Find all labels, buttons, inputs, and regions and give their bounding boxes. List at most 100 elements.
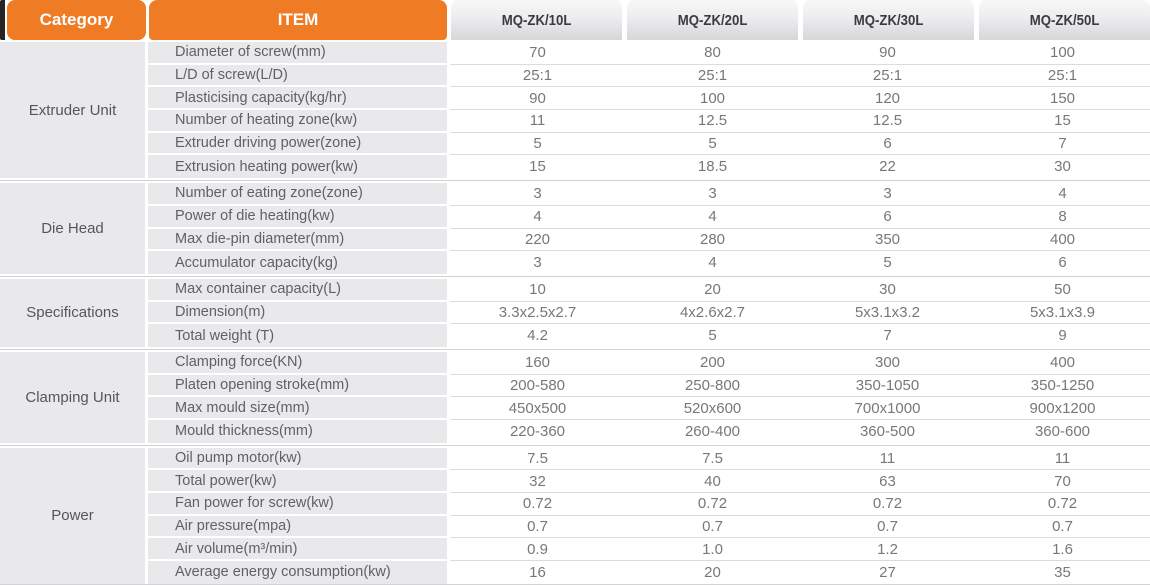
model-header-mq-zk-50l: MQ-ZK/50L (979, 0, 1150, 40)
value-cell: 90 (800, 42, 975, 65)
value-cell: 90 (450, 87, 625, 111)
value-cell: 20 (625, 561, 800, 584)
group-separator (0, 178, 1150, 183)
table-bottom-border (0, 583, 1150, 585)
value-cell: 7.5 (450, 447, 625, 471)
category-cell: Clamping Unit (0, 351, 145, 443)
value-cell: 350-1050 (800, 374, 975, 398)
group-rows: Oil pump motor(kw) 7.5 7.5 11 11 Total p… (148, 447, 1150, 584)
table-header: Category ITEM MQ-ZK/10L MQ-ZK/20L MQ-ZK/… (0, 0, 1150, 40)
value-cell: 4.2 (450, 324, 625, 347)
value-cell: 150 (975, 87, 1150, 111)
item-cell: Air pressure(mpa) (148, 515, 447, 539)
value-cell: 0.7 (450, 515, 625, 539)
category-cell: Specifications (0, 278, 145, 347)
item-cell: Diameter of screw(mm) (148, 42, 447, 65)
value-cell: 100 (625, 87, 800, 111)
table-row: Extrusion heating power(kw) 15 18.5 22 3… (148, 155, 1150, 179)
value-cell: 5x3.1x3.2 (800, 301, 975, 325)
value-cell: 4 (450, 205, 625, 229)
value-cell: 300 (800, 351, 975, 375)
value-cell: 1.0 (625, 538, 800, 562)
value-cell: 260-400 (625, 420, 800, 443)
table-row: Extruder driving power(zone) 5 5 6 7 (148, 132, 1150, 156)
group-separator (0, 443, 1150, 448)
item-cell: Air volume(m³/min) (148, 538, 447, 562)
group-rows: Diameter of screw(mm) 70 80 90 100 L/D o… (148, 42, 1150, 179)
value-cell: 70 (450, 42, 625, 65)
item-cell: Mould thickness(mm) (148, 420, 447, 443)
value-cell: 80 (625, 42, 800, 65)
value-cell: 15 (975, 110, 1150, 133)
group-separator (0, 347, 1150, 352)
item-cell: L/D of screw(L/D) (148, 64, 447, 88)
category-group-specifications: Specifications Max container capacity(L)… (0, 278, 1150, 347)
table-row: Max die-pin diameter(mm) 220 280 350 400 (148, 228, 1150, 252)
table-row: Oil pump motor(kw) 7.5 7.5 11 11 (148, 447, 1150, 471)
value-cell: 20 (625, 278, 800, 302)
group-rows: Clamping force(KN) 160 200 300 400 Plate… (148, 351, 1150, 443)
category-group-extruder-unit: Extruder Unit Diameter of screw(mm) 70 8… (0, 42, 1150, 179)
value-cell: 3.3x2.5x2.7 (450, 301, 625, 325)
table-row: Air pressure(mpa) 0.7 0.7 0.7 0.7 (148, 515, 1150, 539)
value-cell: 70 (975, 470, 1150, 494)
value-cell: 9 (975, 324, 1150, 347)
value-cell: 5x3.1x3.9 (975, 301, 1150, 325)
value-cell: 16 (450, 561, 625, 584)
value-cell: 5 (625, 132, 800, 156)
value-cell: 5 (800, 251, 975, 274)
category-cell: Die Head (0, 183, 145, 274)
value-cell: 400 (975, 351, 1150, 375)
item-cell: Power of die heating(kw) (148, 205, 447, 229)
table-row: Number of eating zone(zone) 3 3 3 4 (148, 183, 1150, 206)
value-cell: 11 (975, 447, 1150, 471)
value-cell: 27 (800, 561, 975, 584)
table-row: Air volume(m³/min) 0.9 1.0 1.2 1.6 (148, 538, 1150, 562)
value-cell: 700x1000 (800, 397, 975, 420)
category-cell: Power (0, 447, 145, 584)
model-header-mq-zk-10l: MQ-ZK/10L (451, 0, 622, 40)
category-group-clamping-unit: Clamping Unit Clamping force(KN) 160 200… (0, 351, 1150, 443)
table-row: Dimension(m) 3.3x2.5x2.7 4x2.6x2.7 5x3.1… (148, 301, 1150, 325)
value-cell: 0.72 (450, 493, 625, 516)
table-row: Platen opening stroke(mm) 200-580 250-80… (148, 374, 1150, 398)
value-cell: 200 (625, 351, 800, 375)
value-cell: 900x1200 (975, 397, 1150, 420)
value-cell: 18.5 (625, 155, 800, 179)
value-cell: 220-360 (450, 420, 625, 443)
table-row: Plasticising capacity(kg/hr) 90 100 120 … (148, 87, 1150, 111)
table-row: Max container capacity(L) 10 20 30 50 (148, 278, 1150, 302)
item-cell: Extrusion heating power(kw) (148, 155, 447, 179)
header-spine (0, 0, 5, 40)
table-row: Clamping force(KN) 160 200 300 400 (148, 351, 1150, 375)
value-cell: 350 (800, 228, 975, 252)
value-cell: 3 (800, 183, 975, 206)
value-cell: 10 (450, 278, 625, 302)
model-header-label: MQ-ZK/10L (501, 11, 572, 29)
value-cell: 3 (450, 183, 625, 206)
value-cell: 100 (975, 42, 1150, 65)
value-cell: 30 (800, 278, 975, 302)
value-cell: 1.6 (975, 538, 1150, 562)
model-headers: MQ-ZK/10L MQ-ZK/20L MQ-ZK/30L MQ-ZK/50L (451, 0, 1150, 40)
item-cell: Plasticising capacity(kg/hr) (148, 87, 447, 111)
value-cell: 4 (625, 251, 800, 274)
value-cell: 400 (975, 228, 1150, 252)
value-cell: 6 (800, 132, 975, 156)
item-cell: Extruder driving power(zone) (148, 132, 447, 156)
value-cell: 32 (450, 470, 625, 494)
value-cell: 25:1 (450, 64, 625, 88)
item-cell: Fan power for screw(kw) (148, 493, 447, 516)
model-header-label: MQ-ZK/20L (677, 11, 748, 29)
model-header-label: MQ-ZK/50L (1029, 11, 1100, 29)
item-cell: Average energy consumption(kw) (148, 561, 447, 584)
item-cell: Dimension(m) (148, 301, 447, 325)
category-group-die-head: Die Head Number of eating zone(zone) 3 3… (0, 183, 1150, 274)
value-cell: 0.72 (975, 493, 1150, 516)
value-cell: 450x500 (450, 397, 625, 420)
table-row: Mould thickness(mm) 220-360 260-400 360-… (148, 420, 1150, 443)
value-cell: 25:1 (625, 64, 800, 88)
table-row: Average energy consumption(kw) 16 20 27 … (148, 561, 1150, 584)
table-row: Diameter of screw(mm) 70 80 90 100 (148, 42, 1150, 65)
